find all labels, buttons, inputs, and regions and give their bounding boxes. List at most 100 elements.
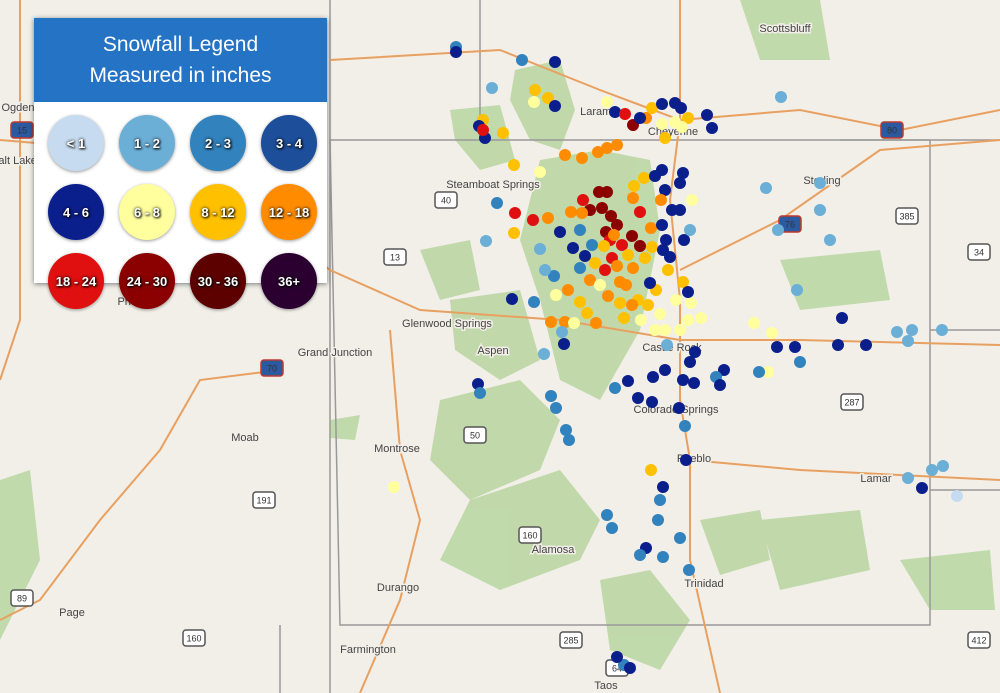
station-dot[interactable] [686, 194, 698, 206]
station-dot[interactable] [689, 346, 701, 358]
station-dot[interactable] [634, 206, 646, 218]
station-dot[interactable] [601, 142, 613, 154]
station-dot[interactable] [649, 324, 661, 336]
station-dot[interactable] [559, 316, 571, 328]
station-dot[interactable] [563, 434, 575, 446]
station-dot[interactable] [662, 264, 674, 276]
station-dot[interactable] [916, 482, 928, 494]
station-dot[interactable] [609, 382, 621, 394]
station-dot[interactable] [753, 366, 765, 378]
station-dot[interactable] [624, 662, 636, 674]
legend-item[interactable]: 2 - 3 [190, 115, 246, 171]
station-dot[interactable] [388, 481, 400, 493]
station-dot[interactable] [635, 314, 647, 326]
station-dot[interactable] [639, 252, 651, 264]
station-dot[interactable] [539, 264, 551, 276]
station-dot[interactable] [477, 124, 489, 136]
station-dot[interactable] [674, 324, 686, 336]
station-dot[interactable] [549, 56, 561, 68]
station-dot[interactable] [584, 274, 596, 286]
station-dot[interactable] [601, 186, 613, 198]
station-dot[interactable] [642, 299, 654, 311]
station-dot[interactable] [814, 204, 826, 216]
station-dot[interactable] [592, 146, 604, 158]
station-dot[interactable] [824, 234, 836, 246]
station-dot[interactable] [685, 297, 697, 309]
station-dot[interactable] [791, 284, 803, 296]
station-dot[interactable] [832, 339, 844, 351]
station-dot[interactable] [622, 249, 634, 261]
station-dot[interactable] [682, 286, 694, 298]
station-dot[interactable] [516, 54, 528, 66]
station-dot[interactable] [508, 159, 520, 171]
station-dot[interactable] [508, 227, 520, 239]
station-dot[interactable] [577, 194, 589, 206]
station-dot[interactable] [794, 356, 806, 368]
station-dot[interactable] [656, 118, 668, 130]
station-dot[interactable] [677, 167, 689, 179]
station-dot[interactable] [695, 312, 707, 324]
station-dot[interactable] [891, 326, 903, 338]
station-dot[interactable] [657, 551, 669, 563]
station-dot[interactable] [906, 324, 918, 336]
station-dot[interactable] [706, 122, 718, 134]
station-dot[interactable] [579, 250, 591, 262]
station-dot[interactable] [550, 289, 562, 301]
station-dot[interactable] [545, 316, 557, 328]
station-dot[interactable] [644, 277, 656, 289]
station-dot[interactable] [937, 460, 949, 472]
station-dot[interactable] [661, 339, 673, 351]
station-dot[interactable] [760, 182, 772, 194]
legend-item[interactable]: 1 - 2 [119, 115, 175, 171]
station-dot[interactable] [474, 387, 486, 399]
station-dot[interactable] [718, 364, 730, 376]
station-dot[interactable] [654, 494, 666, 506]
station-dot[interactable] [679, 420, 691, 432]
station-dot[interactable] [619, 108, 631, 120]
station-dot[interactable] [614, 297, 626, 309]
station-dot[interactable] [682, 314, 694, 326]
station-dot[interactable] [674, 204, 686, 216]
station-dot[interactable] [491, 197, 503, 209]
station-dot[interactable] [568, 317, 580, 329]
station-dot[interactable] [655, 194, 667, 206]
station-dot[interactable] [682, 112, 694, 124]
station-dot[interactable] [678, 234, 690, 246]
station-dot[interactable] [902, 335, 914, 347]
station-dot[interactable] [632, 392, 644, 404]
station-dot[interactable] [601, 509, 613, 521]
station-dot[interactable] [789, 341, 801, 353]
station-dot[interactable] [606, 522, 618, 534]
station-dot[interactable] [550, 402, 562, 414]
station-dot[interactable] [936, 324, 948, 336]
station-dot[interactable] [659, 132, 671, 144]
station-dot[interactable] [688, 377, 700, 389]
legend-item[interactable]: 18 - 24 [48, 253, 104, 309]
station-dot[interactable] [599, 264, 611, 276]
station-dot[interactable] [549, 100, 561, 112]
station-dot[interactable] [680, 454, 692, 466]
station-dot[interactable] [634, 112, 646, 124]
station-dot[interactable] [538, 348, 550, 360]
station-dot[interactable] [684, 356, 696, 368]
station-dot[interactable] [634, 240, 646, 252]
legend-item[interactable]: 12 - 18 [261, 184, 317, 240]
station-dot[interactable] [656, 164, 668, 176]
station-dot[interactable] [714, 379, 726, 391]
station-dot[interactable] [673, 402, 685, 414]
legend-item[interactable]: 24 - 30 [119, 253, 175, 309]
station-dot[interactable] [646, 102, 658, 114]
station-dot[interactable] [659, 324, 671, 336]
station-dot[interactable] [528, 96, 540, 108]
station-dot[interactable] [527, 214, 539, 226]
station-dot[interactable] [646, 241, 658, 253]
station-dot[interactable] [775, 91, 787, 103]
station-dot[interactable] [646, 396, 658, 408]
station-dot[interactable] [589, 257, 601, 269]
station-dot[interactable] [626, 230, 638, 242]
station-dot[interactable] [574, 224, 586, 236]
legend-item[interactable]: 30 - 36 [190, 253, 246, 309]
station-dot[interactable] [860, 339, 872, 351]
station-dot[interactable] [814, 177, 826, 189]
station-dot[interactable] [480, 235, 492, 247]
